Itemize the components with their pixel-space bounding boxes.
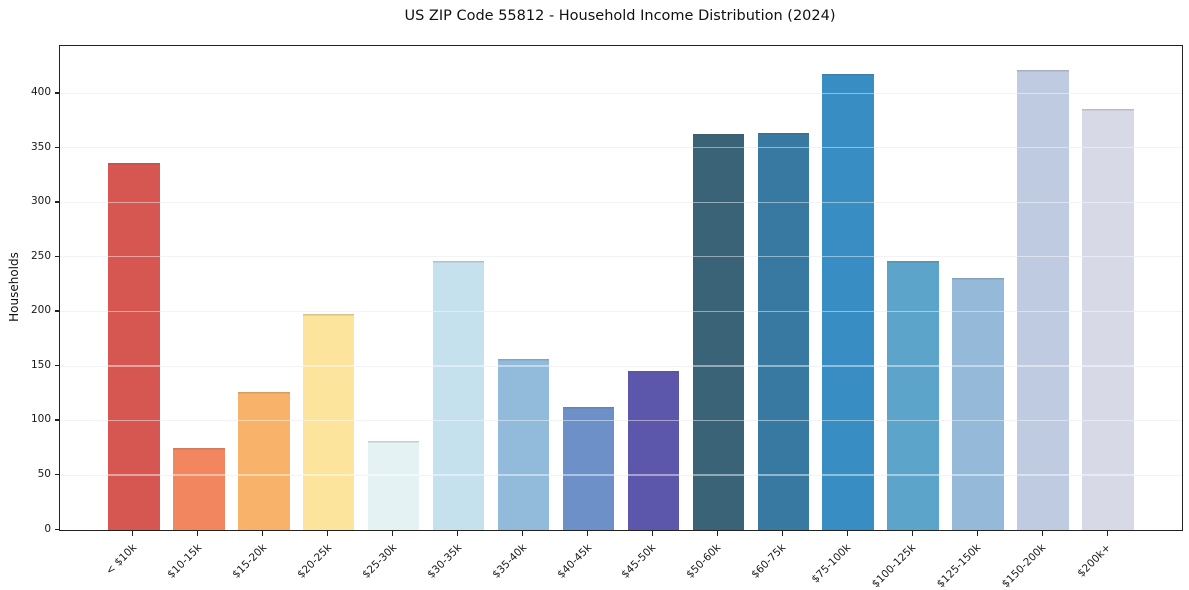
bar [172,448,225,530]
bar [497,358,550,530]
gridline-overlay [60,256,1182,258]
y-tick-label: 0 [44,522,51,535]
x-tick-label: $200k+ [1075,541,1114,580]
gridline-overlay [60,365,1182,367]
gridline [60,474,1182,476]
x-tick-label: < $10k [103,541,139,578]
x-tick-mark [456,531,459,536]
gridline-overlay [60,474,1182,476]
x-tick-mark [716,531,719,536]
gridline-overlay [60,310,1182,312]
x-tick-label: $30-35k [424,541,464,581]
y-tick-label: 150 [30,358,51,371]
y-tick-label: 300 [30,195,51,208]
bar [367,440,420,530]
gridline [60,147,1182,149]
y-tick-label: 350 [30,140,51,153]
y-tick-mark [55,146,60,149]
x-tick-mark [976,531,978,536]
bar [757,133,810,530]
y-tick-label: 200 [30,304,51,317]
x-tick-label: $60-75k [749,541,789,581]
gridline [60,92,1182,94]
x-tick-label: $40-45k [554,541,594,581]
x-tick-label: $10-15k [164,541,204,581]
x-tick-label: $50-60k [684,541,724,581]
x-tick-mark [327,531,329,536]
y-tick-mark [55,419,60,421]
x-tick-mark [1041,531,1043,536]
gridline [60,310,1182,312]
bar [108,162,160,530]
gridline-overlay [60,419,1182,421]
y-tick-label: 50 [37,467,51,480]
x-tick-label: $15-20k [229,541,269,581]
x-tick-mark [586,531,589,536]
y-tick-mark [55,201,60,203]
bar [952,278,1004,530]
bar [562,406,615,530]
x-tick-label: $20-25k [294,541,334,581]
x-tick-label: $100-125k [869,541,919,590]
bar [237,391,290,530]
y-tick-mark [55,92,60,94]
y-tick-mark [55,528,60,530]
x-tick-mark [262,531,264,536]
y-tick-label: 100 [30,413,51,426]
gridline [60,420,1182,421]
chart-title: US ZIP Code 55812 - Household Income Dis… [404,8,836,24]
y-tick-mark [55,310,60,312]
bar [1017,69,1069,530]
gridline-overlay [60,147,1182,149]
x-tick-mark [132,531,134,536]
y-tick-mark [55,255,60,258]
x-tick-label: $75-100k [809,541,854,586]
y-tick-mark [55,473,60,476]
bar [692,134,745,530]
gridline [60,256,1182,258]
x-tick-mark [197,531,199,536]
x-tick-mark [781,531,784,536]
x-tick-mark [1106,531,1108,536]
x-tick-label: $125-150k [934,541,984,590]
x-tick-label: $45-50k [619,541,659,581]
y-tick-label: 250 [30,249,51,262]
bar [302,314,355,530]
gridline-overlay [60,201,1182,203]
bar [627,370,680,530]
x-tick-mark [911,531,913,536]
x-tick-label: $25-30k [359,541,399,581]
gridline [60,365,1182,367]
x-tick-label: $35-40k [489,541,529,581]
bar [822,74,875,530]
y-tick-label: 400 [30,86,51,99]
bars-container [60,46,1182,530]
x-tick-mark [391,531,394,536]
gridline [60,201,1182,203]
bar [1082,109,1134,530]
x-tick-mark [521,531,524,536]
y-tick-mark [55,364,60,367]
x-tick-mark [846,531,848,536]
x-tick-label: $150-200k [999,541,1049,590]
plot-area [59,45,1183,531]
bar [887,260,940,530]
gridline-overlay [60,92,1182,94]
bar [432,260,485,530]
x-tick-mark [651,531,654,536]
